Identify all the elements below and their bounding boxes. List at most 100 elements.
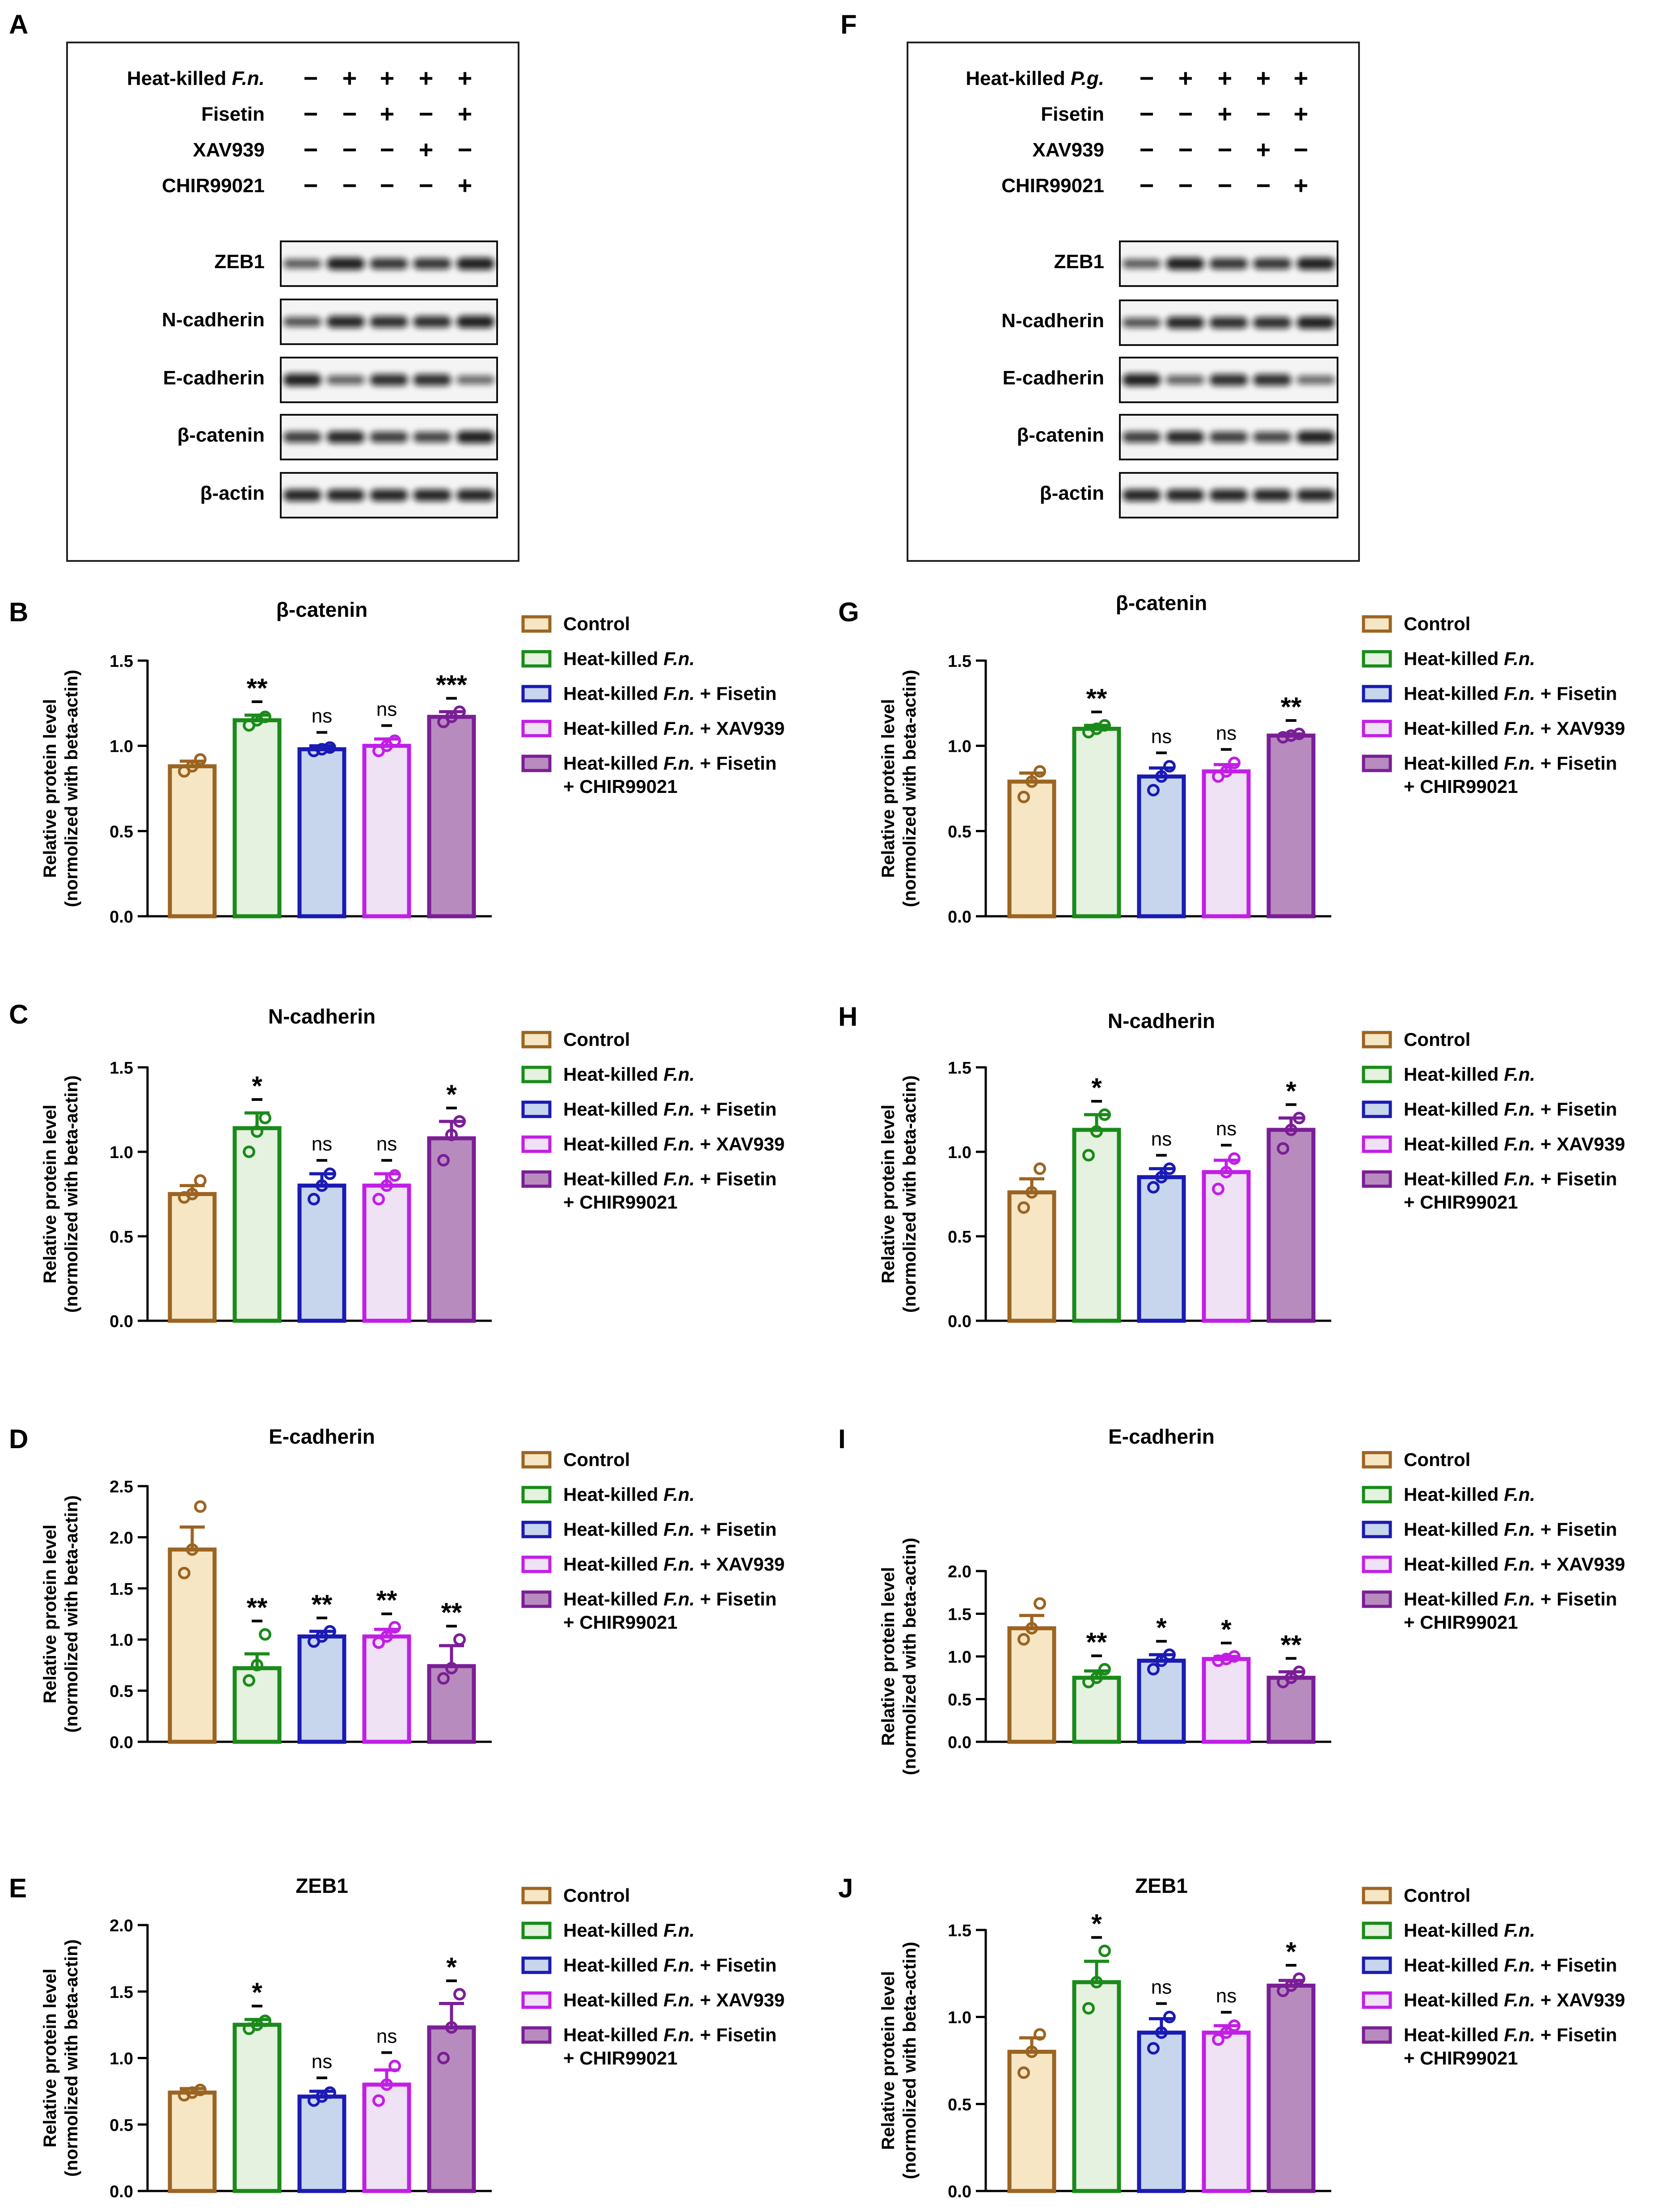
data-point: [194, 2083, 207, 2096]
y-tick-label: 0.5: [948, 1228, 971, 1247]
legend-swatch: [1362, 1170, 1392, 1188]
bar: [232, 2022, 282, 2193]
treatment-sign: −: [1256, 100, 1271, 128]
bar: [232, 1666, 282, 1744]
y-axis-label: Relative protein level: [40, 699, 60, 878]
data-point: [259, 710, 271, 723]
sig-label: ns: [376, 1133, 397, 1155]
chart-title: E-cadherin: [269, 1425, 375, 1448]
y-tick-label: 0.0: [948, 2183, 971, 2201]
data-point: [1034, 765, 1046, 778]
blot-band: [1166, 431, 1204, 443]
data-point: [1228, 756, 1241, 769]
legend-swatch: [1362, 1031, 1392, 1049]
bar: [362, 1634, 411, 1744]
blot-band: [1122, 259, 1161, 269]
panel-label: A: [9, 9, 28, 39]
panel-label: G: [838, 597, 859, 627]
treatment-label: XAV939: [1032, 139, 1104, 161]
blot-band: [456, 489, 495, 501]
sig-label: *: [1286, 1076, 1296, 1106]
data-point: [1285, 1123, 1297, 1136]
treatment-label: XAV939: [193, 139, 265, 161]
data-point: [1228, 1152, 1241, 1165]
legend-label: Heat-killed F.n.: [563, 648, 695, 669]
sig-label: *: [1091, 1073, 1102, 1103]
y-tick-label: 1.0: [948, 2009, 971, 2027]
blot-band: [370, 432, 408, 442]
y-tick-label: 0.0: [110, 1312, 133, 1331]
panel-label: C: [9, 999, 28, 1029]
bar: [1072, 727, 1121, 919]
legend-swatch: [521, 1031, 552, 1049]
sig-label: **: [441, 1597, 462, 1627]
chart-title: ZEB1: [1135, 1874, 1188, 1897]
legend-swatch: [521, 1066, 552, 1083]
y-tick-label: 2.5: [110, 1478, 133, 1496]
blot-band: [1296, 257, 1335, 270]
treatment-sign: −: [380, 171, 395, 199]
data-point: [372, 1192, 385, 1205]
legend-swatch: [521, 1135, 552, 1153]
bar: [168, 1547, 217, 1744]
sig-label: ns: [376, 698, 397, 720]
legend-label: + CHIR99021: [563, 776, 678, 797]
y-tick-label: 1.5: [110, 1983, 133, 2002]
blot-band: [370, 489, 408, 501]
sig-label: ns: [312, 705, 332, 727]
blot-band: [370, 374, 408, 386]
panel-label: E: [9, 1873, 27, 1903]
blot-band: [456, 431, 495, 443]
data-point: [1147, 2042, 1160, 2055]
chart-title: β-catenin: [276, 598, 367, 621]
data-point: [1285, 729, 1297, 742]
data-point: [1026, 1622, 1038, 1635]
data-point: [186, 760, 198, 773]
data-point: [1090, 1976, 1103, 1989]
blot-band: [1166, 316, 1204, 329]
y-tick-label: 1.0: [110, 1631, 133, 1650]
data-point: [372, 1636, 385, 1649]
sig-label: *: [446, 1952, 457, 1982]
data-point: [324, 1167, 336, 1180]
legend-label: Control: [563, 613, 630, 634]
legend-label: Control: [563, 1449, 630, 1470]
data-point: [1034, 1597, 1046, 1610]
legend-label: + CHIR99021: [1404, 776, 1518, 797]
data-point: [1155, 770, 1168, 783]
bar: [232, 718, 282, 919]
data-point: [388, 1169, 401, 1182]
sig-label: *: [252, 1071, 262, 1101]
y-tick-label: 1.5: [948, 1921, 971, 1940]
treatment-label: Fisetin: [1041, 103, 1104, 125]
bar: [362, 744, 411, 919]
blot-band: [1253, 489, 1292, 501]
legend-label: Heat-killed F.n. + Fisetin: [1404, 1099, 1617, 1120]
blot-band: [1122, 318, 1161, 328]
blot-band: [1166, 257, 1204, 270]
treatment-sign: −: [1140, 64, 1154, 92]
treatment-sign: −: [1178, 171, 1193, 199]
legend-swatch: [1362, 650, 1392, 668]
blot-band: [1209, 489, 1248, 501]
legend-swatch: [521, 2026, 552, 2044]
protein-label: β-catenin: [177, 424, 265, 446]
data-point: [445, 2021, 458, 2034]
data-point: [251, 1125, 263, 1138]
legend-label: Heat-killed F.n. + Fisetin: [563, 1519, 777, 1540]
blot-band: [1122, 374, 1161, 386]
chart-title: ZEB1: [295, 1874, 348, 1897]
y-tick-label: 1.0: [948, 1143, 971, 1162]
blot-band: [413, 432, 452, 442]
y-tick-label: 0.0: [110, 1733, 133, 1752]
sig-label: *: [252, 1977, 262, 2007]
legend-label: Heat-killed F.n. + Fisetin: [563, 683, 777, 704]
data-point: [453, 1988, 466, 2001]
bar: [1266, 733, 1316, 919]
legend-swatch: [521, 1170, 552, 1188]
blot-band: [1253, 374, 1292, 386]
legend-label: Heat-killed F.n.: [563, 1920, 695, 1941]
data-point: [1212, 1183, 1224, 1196]
legend-label: Heat-killed F.n. + XAV939: [1404, 1133, 1625, 1154]
